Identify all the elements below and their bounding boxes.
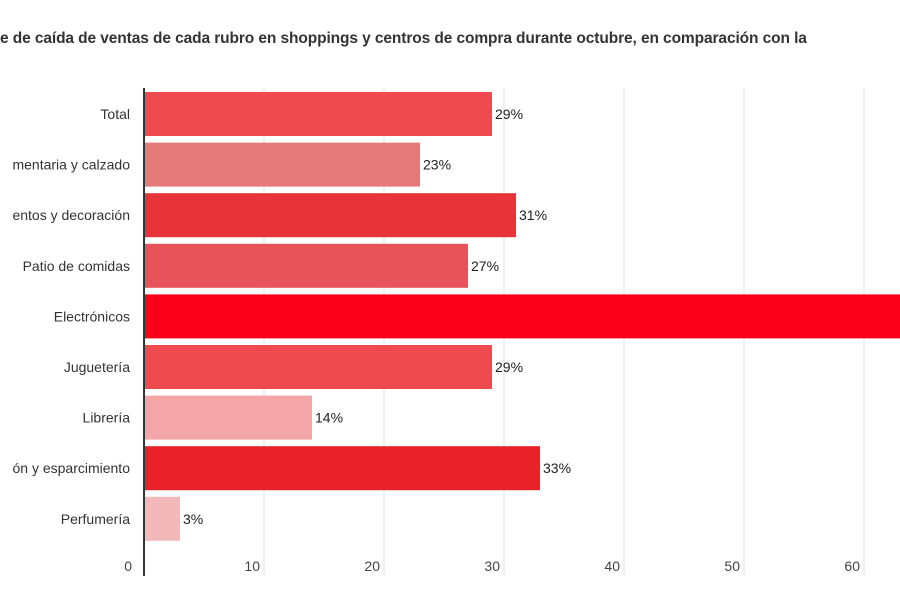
data-label: 14% xyxy=(315,410,343,426)
category-label: Patio de comidas xyxy=(23,258,130,274)
data-label: 31% xyxy=(519,207,547,223)
category-label: Perfumería xyxy=(61,511,130,527)
bar xyxy=(144,294,900,339)
data-label: 23% xyxy=(423,157,451,173)
bar xyxy=(144,395,312,440)
bar xyxy=(144,193,516,238)
bar xyxy=(144,496,180,541)
bar xyxy=(144,142,420,187)
category-label: ón y esparcimiento xyxy=(12,460,130,476)
bar xyxy=(144,92,492,136)
data-label: 33% xyxy=(543,460,571,476)
category-label: mentaria y calzado xyxy=(12,157,130,173)
category-label: Total xyxy=(100,106,130,122)
data-label: 27% xyxy=(471,258,499,274)
category-label: Librería xyxy=(83,410,131,426)
category-label: entos y decoración xyxy=(12,207,130,223)
bar xyxy=(144,446,540,491)
bar xyxy=(144,243,468,288)
x-tick-label: 10 xyxy=(244,558,260,574)
x-tick-label: 30 xyxy=(484,558,500,574)
x-tick-label: 60 xyxy=(844,558,860,574)
data-label: 29% xyxy=(495,359,523,375)
bar xyxy=(144,345,492,389)
data-label: 3% xyxy=(183,511,203,527)
data-label: 29% xyxy=(495,106,523,122)
category-label: Juguetería xyxy=(64,359,130,375)
x-tick-label: 0 xyxy=(124,558,132,574)
category-label: Electrónicos xyxy=(54,308,130,324)
x-tick-label: 50 xyxy=(724,558,740,574)
x-tick-label: 40 xyxy=(604,558,620,574)
chart-title: e de caída de ventas de cada rubro en sh… xyxy=(0,30,807,47)
x-tick-label: 20 xyxy=(364,558,380,574)
